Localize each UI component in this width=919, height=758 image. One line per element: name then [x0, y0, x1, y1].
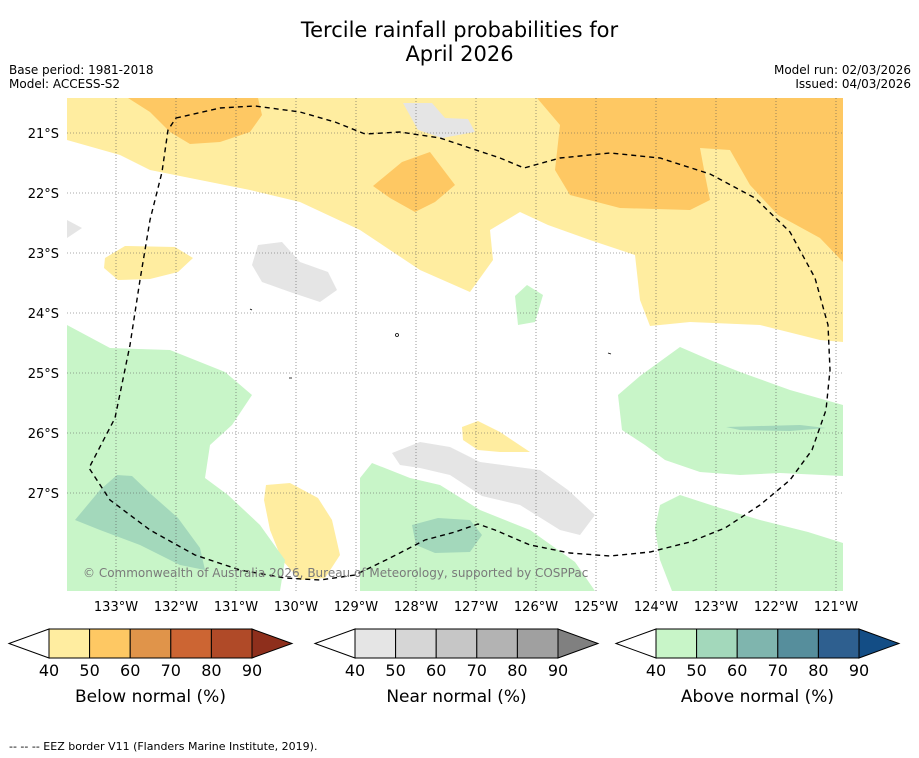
colorbar-segment	[89, 628, 131, 659]
title-line-1: Tercile rainfall probabilities for	[300, 18, 619, 42]
lon-label: 129°W	[334, 600, 378, 615]
meta-left: Base period: 1981-2018 Model: ACCESS-S2	[9, 63, 154, 91]
eez-border	[88, 105, 831, 581]
below-normal-region-west	[104, 246, 193, 280]
copyright-text: © Commonwealth of Australia 2026, Bureau…	[83, 566, 588, 580]
colorbar-tick-label: 60	[120, 661, 140, 680]
above-normal-60-south	[412, 518, 482, 553]
below-normal-region-south	[264, 483, 340, 580]
lat-label: 23°S	[28, 247, 59, 262]
eez-footnote: -- -- -- EEZ border V11 (Flanders Marine…	[9, 740, 318, 753]
colorbar-tick-label: 70	[467, 661, 487, 680]
near-normal-region-west	[252, 242, 337, 302]
lon-label: 121°W	[814, 600, 858, 615]
above-normal-region-south	[360, 463, 595, 591]
colorbar-segment	[655, 628, 698, 659]
lat-label: 21°S	[28, 127, 59, 142]
island-markers	[249, 308, 612, 379]
colorbar: 40 50 60 70 80 90 Near normal (%)	[313, 628, 600, 707]
colorbar-title: Below normal (%)	[75, 687, 226, 707]
colorbar-tick-label: 90	[242, 661, 262, 680]
colorbar-tick-label: 60	[426, 661, 446, 680]
near-normal-region-west-edge	[67, 220, 82, 238]
colorbar-segment	[210, 628, 253, 659]
meta-right: Model run: 02/03/2026 Issued: 04/03/2026	[774, 63, 911, 91]
lon-label: 131°W	[214, 600, 258, 615]
latitude-labels: 21°S 22°S 23°S 24°S 25°S 26°S 27°S	[28, 127, 59, 502]
colorbar-segment	[395, 628, 437, 659]
plot-area: © Commonwealth of Australia 2026, Bureau…	[67, 98, 843, 591]
below-normal-50-center	[373, 152, 455, 212]
colorbar-segment	[696, 628, 738, 659]
lat-label: 24°S	[28, 307, 59, 322]
colorbar-tick-label: 40	[646, 661, 666, 680]
base-period: Base period: 1981-2018	[9, 63, 154, 77]
longitude-labels: 133°W 132°W 131°W 130°W 129°W 128°W 127°W 126°W…	[94, 600, 858, 615]
colorbar-tick-label: 80	[808, 661, 828, 680]
colorbar-tick-label: 50	[385, 661, 405, 680]
lat-label: 26°S	[28, 427, 59, 442]
colorbar-tick-label: 80	[507, 661, 527, 680]
colorbar-segment	[817, 628, 860, 659]
colorbar-title: Above normal (%)	[681, 687, 834, 707]
colorbar: 40 50 60 70 80 90 Below normal (%)	[7, 628, 294, 707]
near-normal-region-north	[403, 103, 475, 138]
colorbars: 40 50 60 70 80 90 Below normal (%) 40 50 60 70 80 90…	[7, 628, 901, 707]
lon-label: 133°W	[94, 600, 138, 615]
colorbar-segment	[354, 628, 397, 659]
colorbar-tick-label: 60	[727, 661, 747, 680]
model-name: Model: ACCESS-S2	[9, 77, 121, 91]
colorbar-tick-label: 40	[345, 661, 365, 680]
colorbar-segment	[476, 628, 518, 659]
colorbar-max-arrow	[557, 628, 600, 659]
map-title: Tercile rainfall probabilities for April…	[0, 18, 919, 66]
colorbar-segment	[48, 628, 91, 659]
near-normal-region-south	[392, 442, 595, 535]
lon-label: 123°W	[694, 600, 738, 615]
colorbar-tick-label: 90	[548, 661, 568, 680]
lon-label: 126°W	[514, 600, 558, 615]
title-line-2: April 2026	[405, 42, 514, 66]
colorbar-min-arrow	[7, 628, 50, 659]
colorbar-tick-label: 70	[161, 661, 181, 680]
colorbar-segment	[777, 628, 819, 659]
graticule	[67, 98, 843, 591]
below-normal-50-nw	[128, 98, 262, 144]
colorbar-tick-label: 50	[686, 661, 706, 680]
above-normal-region-southeast	[655, 495, 843, 591]
lon-label: 125°W	[574, 600, 618, 615]
colorbar-segment	[736, 628, 779, 659]
colorbar-min-arrow	[313, 628, 356, 659]
colorbar-tick-label: 80	[201, 661, 221, 680]
model-run: Model run: 02/03/2026	[773, 63, 911, 77]
issued-date: Issued: 04/03/2026	[795, 77, 911, 91]
colorbar-segment	[129, 628, 172, 659]
colorbar-tick-label: 90	[849, 661, 869, 680]
colorbar-max-arrow	[251, 628, 294, 659]
colorbar-tick-label: 50	[79, 661, 99, 680]
colorbar-max-arrow	[858, 628, 901, 659]
colorbar-tick-label: 40	[39, 661, 59, 680]
lat-label: 22°S	[28, 187, 59, 202]
lat-label: 27°S	[28, 487, 59, 502]
colorbar-title: Near normal (%)	[386, 687, 526, 707]
below-normal-region-center	[462, 421, 530, 452]
lon-label: 132°W	[154, 600, 198, 615]
above-normal-region-east	[618, 347, 843, 476]
lon-label: 128°W	[394, 600, 438, 615]
lat-label: 25°S	[28, 367, 59, 382]
lon-label: 122°W	[754, 600, 798, 615]
colorbar-min-arrow	[614, 628, 657, 659]
colorbar-segment	[170, 628, 212, 659]
colorbar-segment	[516, 628, 559, 659]
below-normal-50-ne	[537, 98, 843, 262]
colorbar: 40 50 60 70 80 90 Above normal (%)	[614, 628, 901, 707]
lon-label: 124°W	[634, 600, 678, 615]
lon-label: 130°W	[274, 600, 318, 615]
colorbar-tick-label: 70	[768, 661, 788, 680]
map-figure: © Commonwealth of Australia 2026, Bureau…	[7, 98, 901, 707]
lon-label: 127°W	[454, 600, 498, 615]
colorbar-segment	[435, 628, 478, 659]
